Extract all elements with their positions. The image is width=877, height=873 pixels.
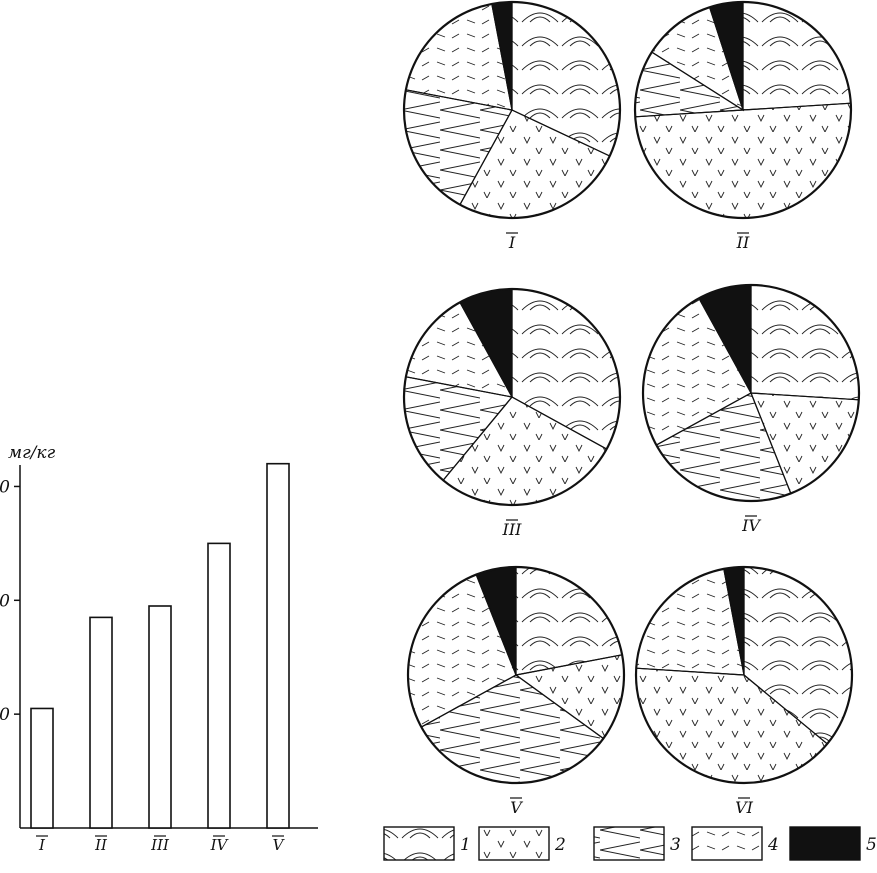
pie-label: V bbox=[510, 798, 523, 817]
x-tick-label: IV bbox=[210, 836, 230, 854]
pie-outline bbox=[406, 565, 626, 785]
pie-label: I bbox=[508, 233, 516, 252]
bars bbox=[30, 462, 290, 829]
legend-label-3: 3 bbox=[670, 835, 681, 855]
pie-outline bbox=[641, 283, 861, 503]
pie-IV-slice-1 bbox=[750, 284, 860, 401]
legend-label-5: 5 bbox=[866, 835, 877, 855]
bar-I bbox=[30, 707, 54, 829]
x-tick-label: V bbox=[273, 836, 286, 854]
x-ticks: I II III IV V bbox=[36, 835, 286, 854]
legend-swatch-3 bbox=[593, 826, 665, 861]
pie-II-slice-2 bbox=[634, 102, 852, 219]
pie-outline bbox=[402, 0, 622, 220]
pie-label: II bbox=[736, 233, 750, 252]
legend-label-2: 2 bbox=[554, 835, 566, 855]
y-axis-title: мг/кг bbox=[8, 443, 56, 463]
pie-outline bbox=[402, 287, 622, 507]
pie-outline bbox=[633, 0, 853, 220]
pie-outline bbox=[634, 565, 854, 785]
x-tick-label: I bbox=[38, 836, 46, 854]
pie-label: VI bbox=[735, 798, 754, 817]
pie-II: II bbox=[633, 0, 853, 252]
pie-IV: IV bbox=[641, 283, 861, 535]
legend-swatch-4 bbox=[691, 826, 763, 861]
y-tick-label: 12,0 bbox=[0, 477, 10, 497]
pie-label: IV bbox=[741, 516, 761, 535]
pie-V: V bbox=[406, 565, 626, 817]
y-tick-label: 4,0 bbox=[0, 705, 10, 725]
x-tick-label: II bbox=[94, 836, 108, 854]
bar-III bbox=[148, 605, 172, 829]
y-ticks: 4,0 8,0 12,0 bbox=[0, 477, 20, 725]
x-tick-label: III bbox=[150, 836, 170, 854]
legend-label-4: 4 bbox=[767, 835, 779, 855]
bar-II bbox=[89, 616, 113, 829]
bar-IV bbox=[207, 542, 231, 829]
pie-III: III bbox=[402, 287, 622, 539]
y-tick-label: 8,0 bbox=[0, 591, 10, 611]
legend-swatch-2 bbox=[478, 826, 550, 861]
legend-swatch-5 bbox=[789, 826, 861, 861]
legend-label-1: 1 bbox=[460, 835, 471, 855]
bar-V bbox=[266, 462, 290, 829]
legend: 1 2 3 4 5 bbox=[383, 826, 877, 861]
pie-II-slice-1 bbox=[742, 1, 852, 111]
pie-VI: VI bbox=[634, 565, 854, 817]
pie-I: I bbox=[402, 0, 622, 252]
legend-swatch-1 bbox=[383, 826, 455, 861]
pie-label: III bbox=[502, 520, 523, 539]
